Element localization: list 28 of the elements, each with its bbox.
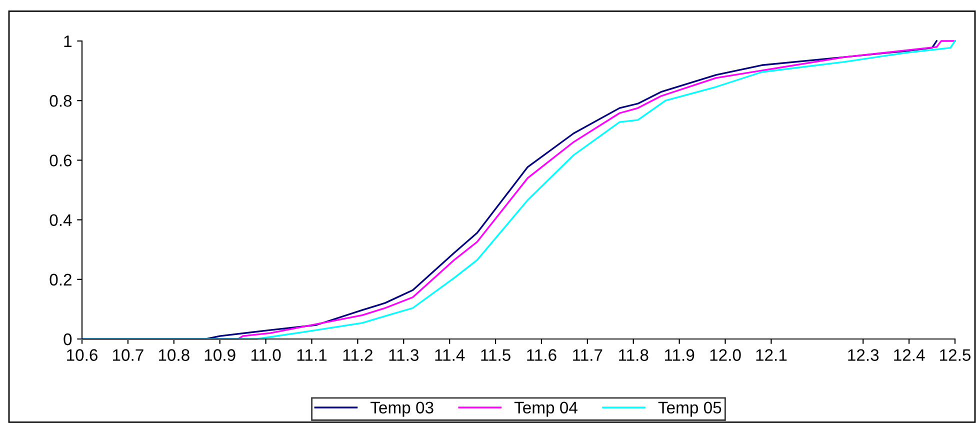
legend-label: Temp 04 <box>514 402 578 417</box>
y-tick-label: 0.2 <box>50 274 72 286</box>
x-tick-label: 11.3 <box>389 349 419 361</box>
x-tick-label: 12.3 <box>848 349 879 361</box>
y-tick-label: 0 <box>64 333 72 346</box>
x-tick-label: 12.5 <box>940 349 971 361</box>
x-tick-label: 11.9 <box>664 349 694 361</box>
y-tick-label: 0.4 <box>50 214 72 226</box>
x-tick-label: 12.0 <box>710 349 741 361</box>
x-tick-label: 10.9 <box>204 349 236 361</box>
y-tick-label: 1 <box>64 36 72 48</box>
x-tick-label: 11.2 <box>343 349 372 361</box>
x-tick-label: 11.4 <box>435 349 465 361</box>
x-tick-label: 11.7 <box>573 349 602 361</box>
x-tick-label: 10.6 <box>67 349 98 361</box>
x-tick-label: 10.7 <box>113 349 144 361</box>
legend-label: Temp 03 <box>370 402 434 417</box>
x-tick-label: 11.8 <box>619 349 648 361</box>
x-tick-label: 12.4 <box>894 349 925 361</box>
x-tick-label: 11.0 <box>251 349 281 361</box>
x-tick-label: 10.8 <box>158 349 190 361</box>
legend-label: Temp 05 <box>658 402 722 417</box>
x-tick-label: 11.1 <box>297 349 327 361</box>
x-tick-label: 11.6 <box>527 349 556 361</box>
y-tick-label: 0.6 <box>50 154 72 166</box>
x-tick-label: 11.5 <box>481 349 510 361</box>
y-tick-label: 0.8 <box>50 95 72 107</box>
x-tick-label: 12.1 <box>756 349 787 361</box>
